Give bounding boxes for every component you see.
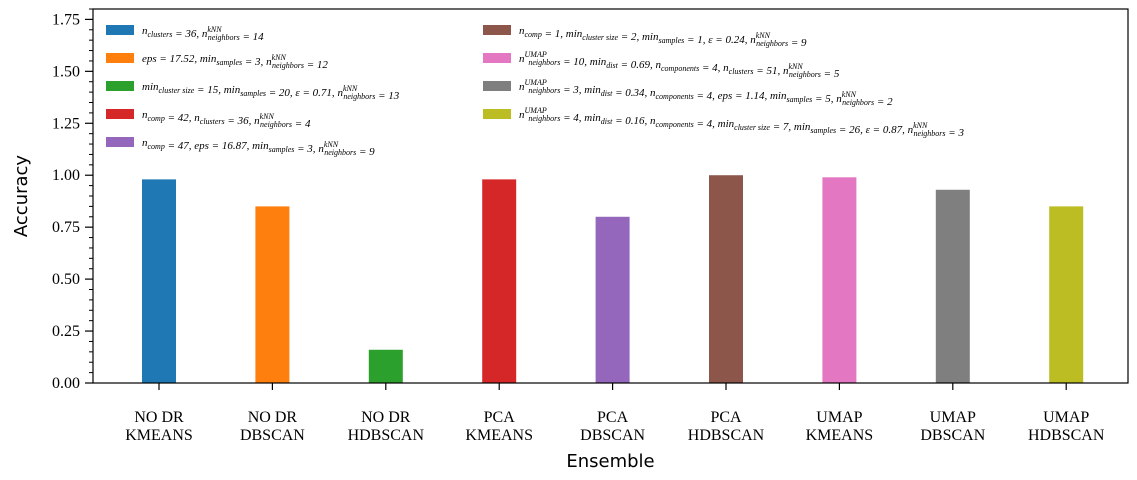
- bar-1: [255, 206, 290, 383]
- y-tick-label-5: 1.25: [52, 115, 80, 132]
- y-axis-title: Accuracy: [11, 155, 32, 238]
- bar-5: [709, 175, 743, 383]
- legend-swatch-8: [483, 109, 511, 119]
- legend-label-2: mincluster size = 15, minsamples = 20, ε…: [142, 81, 400, 102]
- legend-label-0: nclusters = 36, nkNN neighbors = 14: [142, 25, 264, 43]
- legend-swatch-6: [483, 53, 511, 63]
- x-axis: NO DR KMEANS NO DR DBSCAN NO DR HDBSCAN PCA KME…: [125, 383, 1105, 444]
- x-tick-label-3: PCA KMEANS: [465, 409, 533, 444]
- x-tick-label-1: NO DR DBSCAN: [240, 409, 305, 444]
- legend-label-4: ncomp = 47, eps = 16.87, minsamples = 3,…: [142, 137, 375, 158]
- y-axis: 0.00 0.25 0.50 0.75 1.00 1.25 1.50 1.75: [52, 8, 93, 392]
- legend-label-7: nUMAP neighbors = 3, mindist = 0.34, ncom…: [519, 78, 893, 108]
- legend-swatch-3: [106, 109, 134, 119]
- y-tick-label-6: 1.50: [52, 63, 80, 80]
- y-tick-label-2: 0.50: [52, 271, 80, 288]
- legend-swatch-7: [483, 81, 511, 91]
- bar-6: [822, 177, 857, 383]
- legend-label-3: ncomp = 42, nclusters = 36, nkNN neighbor…: [142, 109, 311, 130]
- legend-swatch-5: [483, 25, 511, 35]
- y-tick-label-1: 0.25: [52, 323, 80, 340]
- bar-2: [368, 349, 403, 383]
- bar-4: [595, 216, 630, 383]
- x-tick-label-4: PCA DBSCAN: [580, 409, 645, 444]
- x-tick-label-0: NO DR KMEANS: [125, 409, 193, 444]
- bar-8: [1049, 206, 1084, 383]
- x-tick-label-5: PCA HDBSCAN: [688, 409, 765, 444]
- plot-frame: [92, 8, 1129, 384]
- bar-3: [482, 179, 517, 383]
- legend-swatch-1: [106, 53, 134, 63]
- x-tick-label-8: UMAP HDBSCAN: [1028, 409, 1105, 444]
- y-tick-label-4: 1.00: [52, 167, 80, 184]
- y-tick-label-7: 1.75: [52, 11, 80, 28]
- x-axis-title: Ensemble: [566, 451, 654, 472]
- legend-label-8: nUMAP neighbors = 4, mindist = 0.16, ncom…: [519, 106, 964, 139]
- bars-group: [142, 175, 1084, 383]
- x-tick-label-6: UMAP KMEANS: [806, 409, 874, 444]
- bar-0: [142, 179, 176, 383]
- legend-label-6: nUMAP neighbors = 10, mindist = 0.69, nco…: [519, 50, 840, 80]
- y-tick-label-3: 0.75: [52, 219, 80, 236]
- legend-swatch-4: [106, 137, 134, 147]
- legend-swatch-2: [106, 81, 134, 91]
- legend: nclusters = 36, nkNN neighbors = 14 eps = …: [106, 25, 964, 158]
- x-tick-label-7: UMAP DBSCAN: [920, 409, 985, 444]
- legend-label-1: eps = 17.52, minsamples = 3, nkNN neighbo…: [142, 53, 328, 71]
- y-tick-label-0: 0.00: [52, 375, 80, 392]
- legend-label-5: ncomp = 1, mincluster size = 2, minsampl…: [519, 25, 807, 49]
- x-tick-label-2: NO DR HDBSCAN: [348, 409, 425, 444]
- legend-swatch-0: [106, 25, 134, 35]
- bar-7: [935, 189, 970, 383]
